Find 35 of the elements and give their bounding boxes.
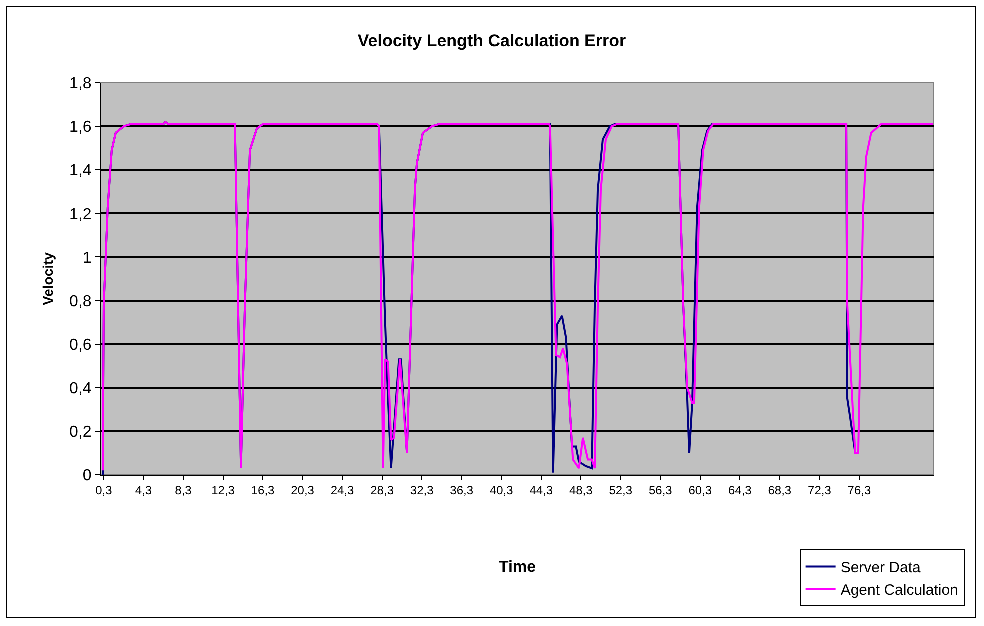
x-tick-label: 44,3 — [530, 483, 554, 498]
x-tick-label: 48,3 — [569, 483, 594, 498]
x-tick-label: 40,3 — [490, 483, 514, 498]
y-tick-label: 0,4 — [70, 380, 92, 398]
x-tick-label: 4,3 — [135, 483, 152, 498]
x-tick-label: 36,3 — [450, 483, 474, 498]
y-tick-label: 1,6 — [70, 119, 92, 136]
legend-label: Server Data — [840, 560, 922, 577]
x-tick-label: 8,3 — [175, 483, 192, 498]
y-tick-label: 0,6 — [70, 336, 92, 354]
y-tick-label: 1,8 — [70, 76, 92, 93]
x-tick-label: 24,3 — [330, 483, 355, 498]
y-tick-label: 1,4 — [70, 162, 92, 180]
x-tick-label: 72,3 — [808, 483, 832, 498]
x-tick-label: 16,3 — [251, 483, 276, 498]
y-tick-label: 1 — [82, 250, 92, 267]
x-tick-label: 64,3 — [728, 483, 752, 498]
legend-label: Agent Calculation — [840, 582, 958, 600]
x-tick-label: 32,3 — [410, 483, 434, 498]
x-axis-title: Time — [498, 559, 536, 576]
x-tick-label: 68,3 — [768, 483, 792, 498]
x-tick-label: 56,3 — [648, 483, 673, 498]
y-axis-title: Velocity — [40, 252, 56, 306]
x-tick-label: 12,3 — [212, 483, 236, 498]
x-tick-label: 20,3 — [291, 483, 315, 498]
x-tick-label: 28,3 — [370, 483, 394, 498]
x-tick-label: 0,3 — [96, 483, 113, 498]
x-tick-label: 76,3 — [848, 483, 872, 498]
chart-title: Velocity Length Calculation Error — [358, 31, 627, 50]
y-tick-label: 0 — [82, 468, 92, 485]
x-tick-label: 52,3 — [609, 483, 633, 498]
y-tick-label: 0,2 — [70, 424, 92, 442]
x-tick-label: 60,3 — [688, 483, 712, 498]
y-tick-label: 0,8 — [70, 293, 92, 310]
y-tick-label: 1,2 — [70, 206, 92, 224]
